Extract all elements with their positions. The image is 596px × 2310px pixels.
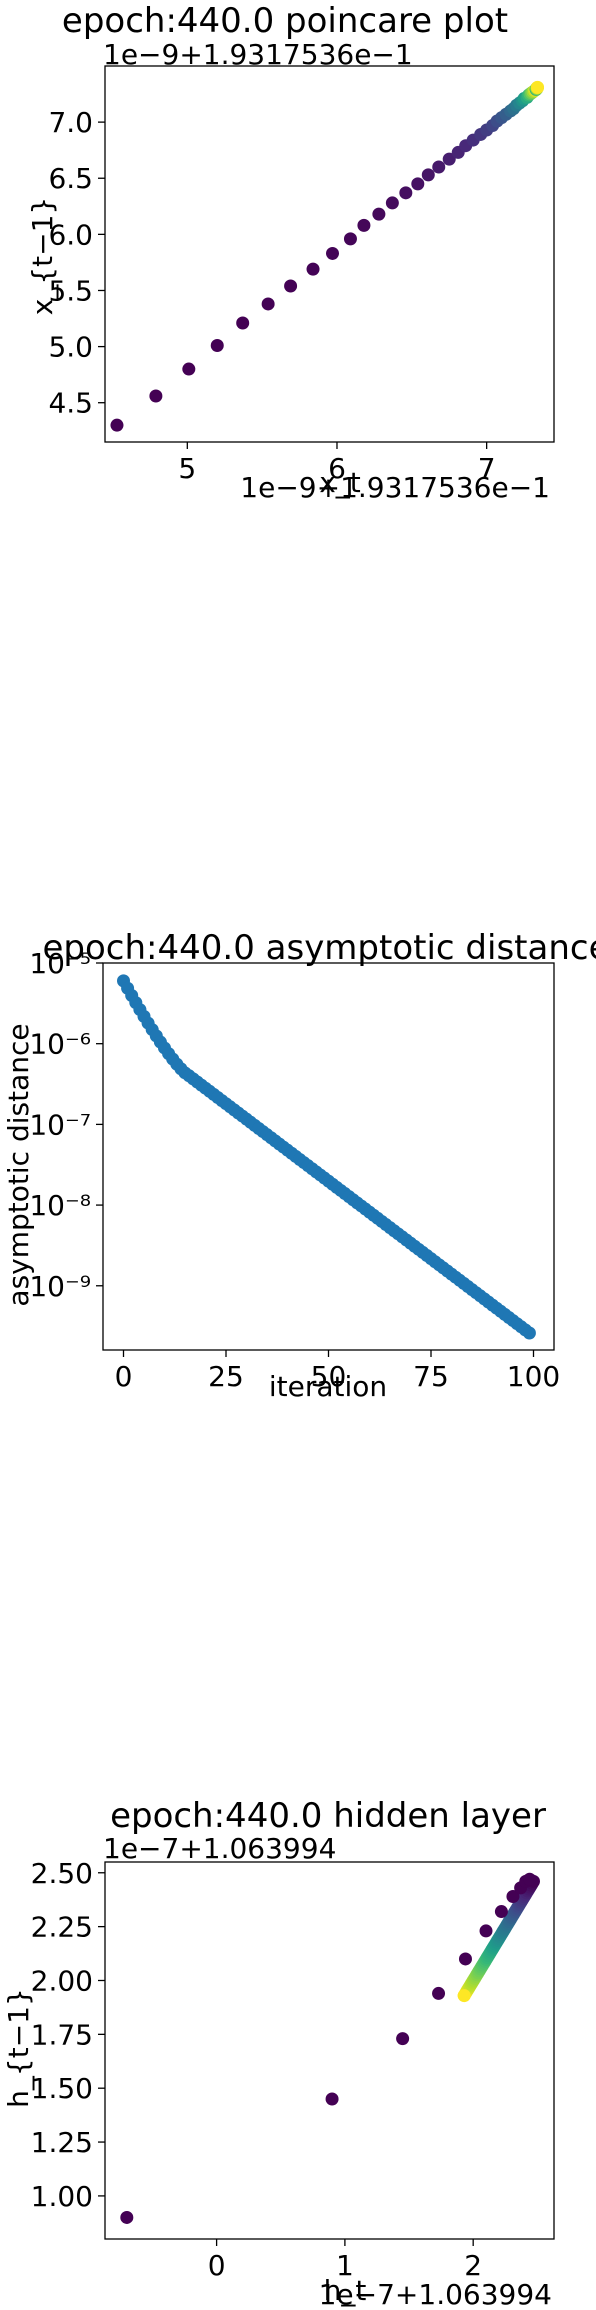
data-point xyxy=(421,168,435,182)
data-point xyxy=(385,196,399,210)
y-tick-label: 10⁻⁶ xyxy=(29,1028,91,1061)
poincare-x-label: x_t xyxy=(319,466,361,499)
poincare-y-label: x_{t−1} xyxy=(26,197,59,315)
x-tick-label: 2 xyxy=(464,2249,482,2282)
data-point xyxy=(523,1872,537,1886)
data-point xyxy=(479,1924,493,1938)
y-tick-label: 1.25 xyxy=(31,2126,93,2159)
data-point xyxy=(458,1952,472,1966)
hidden-y-label: h_{t−1} xyxy=(2,1988,35,2108)
hidden-x-ticks: 0 1 2 xyxy=(208,2239,482,2282)
data-point xyxy=(372,207,386,221)
poincare-y-ticks: 4.5 5.0 5.5 6.0 6.5 7.0 xyxy=(48,106,105,420)
x-tick-label: 25 xyxy=(208,1360,244,1393)
y-tick-label: 10⁻⁵ xyxy=(29,947,91,980)
y-tick-label: 10⁻⁹ xyxy=(29,1270,91,1303)
poincare-title: epoch:440.0 poincare plot xyxy=(62,1,508,41)
data-point xyxy=(182,362,196,376)
x-tick-label: 5 xyxy=(178,452,196,485)
y-tick-label: 10⁻⁷ xyxy=(29,1108,91,1141)
data-point xyxy=(325,2092,339,2106)
y-tick-label: 10⁻⁸ xyxy=(29,1189,91,1222)
y-tick-label: 2.50 xyxy=(31,1857,93,1890)
y-tick-label: 1.75 xyxy=(31,2018,93,2051)
data-point xyxy=(284,279,298,293)
hidden-plot-frame xyxy=(104,1861,555,2240)
x-tick-label: 7 xyxy=(478,452,496,485)
y-tick-label: 1.50 xyxy=(31,2072,93,2105)
poincare-x-offset-label: 1e−9+1.9317536e−1 xyxy=(240,471,550,504)
hidden-x-label: h_t xyxy=(324,2274,367,2307)
data-point xyxy=(432,1986,446,2000)
poincare-x-ticks: 5 6 7 xyxy=(178,442,496,485)
asymptotic-distance-chart: epoch:440.0 asymptotic distance 0 25 50 75 1… xyxy=(2,928,596,1403)
asymptotic-x-label: iteration xyxy=(269,1370,387,1403)
data-point xyxy=(531,80,545,94)
x-tick-label: 0 xyxy=(115,1360,133,1393)
x-tick-label: 6 xyxy=(328,452,346,485)
data-point xyxy=(236,316,250,330)
data-point xyxy=(506,1889,520,1903)
y-tick-label: 7.0 xyxy=(48,106,93,139)
data-point xyxy=(343,232,357,246)
y-tick-label: 6.0 xyxy=(48,218,93,251)
poincare-chart: epoch:440.0 poincare plot 1e−9+1.9317536… xyxy=(26,1,555,504)
data-point xyxy=(120,2210,134,2224)
asymptotic-y-ticks: 10⁻⁹ 10⁻⁸ 10⁻⁷ 10⁻⁶ 10⁻⁵ xyxy=(29,947,103,1303)
data-point xyxy=(411,177,425,191)
data-point xyxy=(306,262,320,276)
y-tick-label: 6.5 xyxy=(48,162,93,195)
y-tick-label: 5.0 xyxy=(48,331,93,364)
hidden-layer-chart: epoch:440.0 hidden layer 1e−7+1.063994 0… xyxy=(2,1796,555,2310)
hidden-y-offset-label: 1e−7+1.063994 xyxy=(103,1832,336,1865)
data-point xyxy=(149,389,163,403)
data-point xyxy=(210,338,224,352)
y-tick-label: 5.5 xyxy=(48,274,93,307)
data-point xyxy=(110,418,124,432)
hidden-x-offset-label: 1e−7+1.063994 xyxy=(319,2278,552,2310)
data-point xyxy=(432,160,446,174)
asymptotic-points xyxy=(117,974,536,1340)
x-tick-label: 75 xyxy=(413,1360,449,1393)
data-point xyxy=(522,1326,536,1340)
asymptotic-title: epoch:440.0 asymptotic distance xyxy=(43,928,596,968)
data-point xyxy=(261,297,275,311)
poincare-plot-frame xyxy=(104,65,555,443)
y-tick-label: 1.00 xyxy=(31,2180,93,2213)
data-point xyxy=(396,2032,410,2046)
y-tick-label: 4.5 xyxy=(48,387,93,420)
x-tick-label: 100 xyxy=(507,1360,560,1393)
y-tick-label: 2.00 xyxy=(31,1964,93,1997)
x-tick-label: 50 xyxy=(311,1360,347,1393)
asymptotic-plot-frame xyxy=(102,962,555,1351)
data-point xyxy=(457,1989,471,2003)
asymptotic-x-ticks: 0 25 50 75 100 xyxy=(115,1350,560,1393)
data-point xyxy=(357,218,371,232)
x-tick-label: 0 xyxy=(208,2249,226,2282)
hidden-points xyxy=(120,1872,540,2224)
hidden-y-ticks: 1.00 1.25 1.50 1.75 2.00 2.25 2.50 xyxy=(31,1857,105,2213)
y-tick-label: 2.25 xyxy=(31,1911,93,1944)
data-point xyxy=(494,1905,508,1919)
poincare-points xyxy=(110,80,545,432)
data-point xyxy=(325,246,339,260)
x-tick-label: 1 xyxy=(336,2249,354,2282)
data-point xyxy=(442,152,456,166)
data-point xyxy=(399,186,413,200)
asymptotic-y-label: asymptotic distance xyxy=(2,1023,35,1306)
hidden-title: epoch:440.0 hidden layer xyxy=(110,1796,546,1836)
